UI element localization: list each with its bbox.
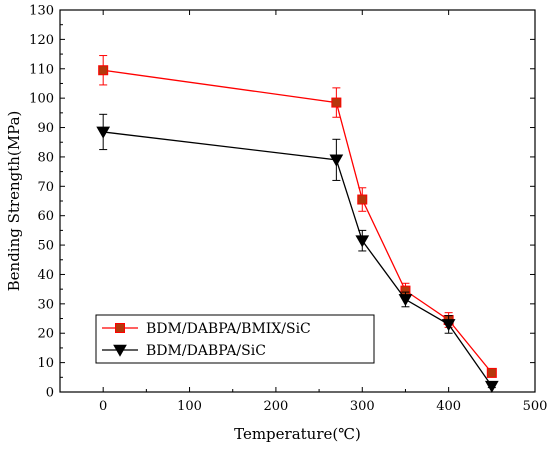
data-point (98, 65, 109, 76)
y-tick-label: 120 (29, 33, 54, 48)
data-point (355, 235, 370, 248)
y-tick-label: 50 (37, 239, 54, 254)
x-tick-label: 300 (350, 399, 375, 414)
y-axis-title: Bending Strength(MPa) (5, 111, 23, 292)
series-line (103, 69, 493, 374)
data-point (331, 97, 342, 108)
data-point (357, 194, 368, 205)
legend-marker (113, 344, 127, 357)
y-tick-label: 40 (37, 268, 54, 283)
data-point (398, 294, 413, 307)
x-tick-label: 200 (263, 399, 288, 414)
y-tick-label: 90 (37, 121, 54, 136)
y-tick-label: 130 (29, 4, 54, 19)
x-axis-title: Temperature(℃) (234, 425, 361, 443)
data-point (441, 319, 456, 332)
series-layer (96, 55, 499, 393)
y-tick-label: 80 (37, 150, 54, 165)
y-tick-label: 110 (29, 62, 54, 77)
legend: BDM/DABPA/BMIX/SiC BDM/DABPA/SiC (95, 314, 375, 364)
legend-label: BDM/DABPA/BMIX/SiC (146, 321, 311, 337)
y-tick-label: 70 (37, 180, 54, 195)
legend-marker (115, 323, 125, 333)
data-point (329, 154, 344, 167)
y-tick-label: 0 (46, 386, 54, 401)
data-point (96, 126, 111, 139)
x-tick-label: 100 (177, 399, 202, 414)
series-0 (98, 55, 497, 378)
y-tick-label: 30 (37, 297, 54, 312)
y-tick-label: 100 (29, 92, 54, 107)
legend-label: BDM/DABPA/SiC (146, 343, 266, 359)
data-point (484, 380, 499, 393)
x-tick-label: 500 (523, 399, 548, 414)
data-point (486, 367, 497, 378)
y-tick-label: 60 (37, 209, 54, 224)
series-1 (96, 113, 499, 393)
series-line (103, 131, 493, 387)
x-tick-label: 0 (99, 399, 107, 414)
y-tick-label: 20 (37, 327, 54, 342)
x-tick-label: 400 (436, 399, 461, 414)
axis-ticks: 0 100 200 300 400 500 0 10 20 30 40 50 60 70 80 90 100 11… (29, 4, 547, 415)
legend-box (95, 314, 375, 364)
y-tick-label: 10 (37, 356, 54, 371)
